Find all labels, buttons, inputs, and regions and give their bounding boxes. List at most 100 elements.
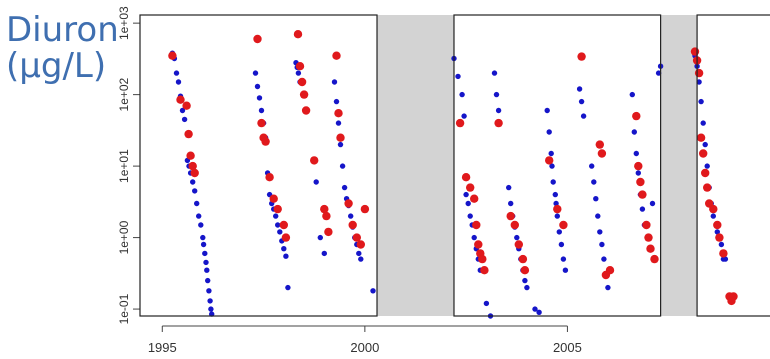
red-data-point [545,156,554,165]
panel-frame-3 [696,14,770,317]
blue-data-point [455,73,461,80]
red-data-point [293,30,303,39]
red-data-point [638,190,647,199]
red-data-point [301,106,311,115]
red-data-point [253,34,262,44]
blue-data-point [204,267,210,273]
blue-data-point [358,256,364,262]
y-tick-label: 1e+01 [117,149,131,183]
blue-data-point [333,98,340,105]
blue-data-point [348,213,354,219]
red-data-point [269,194,278,203]
blue-data-point [700,120,706,126]
red-data-point [646,244,655,253]
blue-data-point [599,241,605,248]
red-data-point [701,168,710,178]
blue-data-point [196,213,202,219]
blue-data-point [635,170,641,176]
red-data-point [182,101,191,110]
blue-data-point [718,241,725,248]
blue-data-point [698,98,704,105]
y-tick-label: 1e+03 [117,6,131,40]
red-data-point [344,199,353,208]
red-data-point [715,233,724,242]
blue-data-point [553,200,559,207]
red-data-point [455,118,465,128]
blue-data-point [552,191,558,198]
red-data-point [690,47,700,56]
red-data-point [559,220,568,230]
blue-data-point [605,284,611,291]
y-tick-label: 1e+00 [117,220,131,254]
red-data-point [295,61,305,71]
red-data-point [650,254,659,264]
red-data-point [297,77,307,87]
red-data-point [474,240,483,249]
blue-data-point [722,256,729,262]
blue-data-point [273,213,279,219]
blue-data-point [532,306,538,312]
y-tick-label: 1e-01 [117,293,131,324]
red-data-point [322,211,331,221]
red-data-point [360,204,370,214]
red-data-point [719,249,728,258]
red-data-point [644,233,653,242]
red-data-point [636,177,645,187]
blue-data-point [331,79,338,85]
red-data-point [261,137,270,146]
blue-data-point [335,120,342,126]
blue-data-point [321,250,327,257]
red-data-point [470,194,479,203]
blue-data-point [252,70,259,76]
blue-data-point [181,116,188,123]
red-data-point [265,173,274,182]
blue-data-point [205,277,211,284]
blue-data-point [562,267,569,273]
blue-data-point [580,113,587,119]
blue-data-point [356,250,362,257]
red-data-point [257,118,266,128]
blue-data-point [633,150,639,157]
x-tick-label: 1995 [148,340,177,355]
red-data-point [506,211,515,221]
blue-data-point [200,234,206,241]
red-data-point [514,240,523,249]
red-data-point [699,149,708,158]
red-data-point [729,292,738,301]
red-data-point [186,151,195,160]
blue-data-point [258,107,265,114]
blue-data-point [704,163,710,169]
red-data-point [703,183,712,192]
blue-data-point [702,141,708,148]
blue-data-point [175,79,182,85]
blue-data-point [548,150,554,157]
red-data-point [472,220,481,230]
red-data-point [334,109,343,118]
red-data-point [595,140,604,149]
red-data-point [466,183,475,192]
blue-data-point [550,179,556,185]
blue-data-point [207,298,213,304]
red-data-point [713,220,722,230]
blue-data-point [339,163,346,169]
blue-data-point [710,213,716,219]
blue-data-point [203,259,209,266]
blue-data-point [277,229,283,235]
red-data-point [279,220,288,230]
blue-data-point [200,241,207,248]
blue-data-point [370,288,376,294]
blue-data-point [578,98,585,105]
blue-data-point [631,129,637,135]
red-data-point [184,129,193,139]
red-data-point [348,220,357,230]
red-data-point [273,204,282,214]
red-data-point [520,266,530,275]
red-data-point [168,51,177,60]
blue-data-point [275,222,281,228]
blue-data-point [591,179,597,185]
red-data-point [577,52,586,61]
red-data-point [336,133,345,142]
blue-data-point [491,70,498,76]
blue-data-point [285,284,291,291]
blue-data-point [629,91,635,98]
